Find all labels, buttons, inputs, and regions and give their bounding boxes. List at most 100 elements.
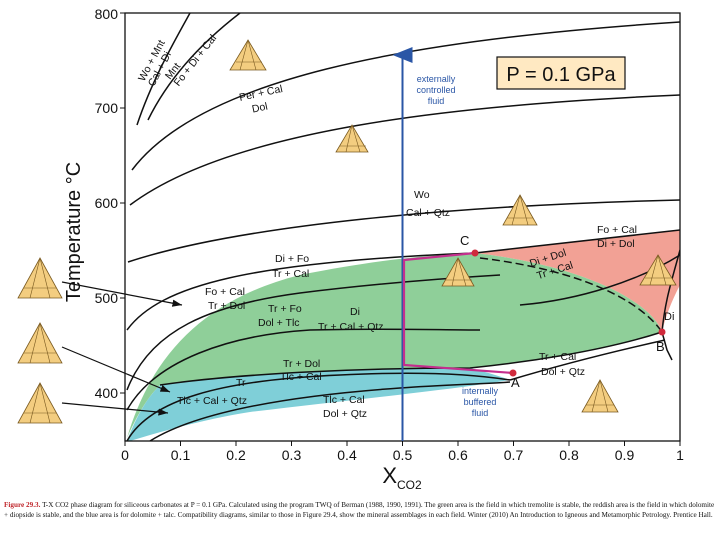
curve-mnt (147, 13, 241, 121)
svg-text:Fo + Cal: Fo + Cal (597, 224, 637, 236)
point-a-label: A (511, 375, 520, 390)
x-tick-0.6: 0.6 (448, 447, 468, 463)
label-tr-tlc: Tr Tlc + Cal + Qtz (177, 377, 247, 407)
triangle-icon-2 (335, 124, 369, 153)
curve-tr-tlc-cal (149, 381, 511, 441)
external-fluid-label-1: externally (417, 74, 456, 84)
label-per-cal: Per + Cal Dol (238, 83, 284, 116)
red-field (475, 230, 680, 332)
svg-text:Tr + Cal: Tr + Cal (272, 268, 309, 280)
label-tr-fo: Tr + Fo Dol + Tlc (258, 303, 302, 329)
svg-text:Tr + Cal: Tr + Cal (539, 351, 576, 363)
svg-text:Di: Di (350, 306, 360, 318)
svg-text:Tr + Dol: Tr + Dol (283, 358, 320, 370)
label-tr-dol: Tr + Dol Tlc + Cal (280, 358, 322, 383)
x-tick-0.3: 0.3 (282, 447, 302, 463)
external-fluid-label-2: controlled (416, 85, 455, 95)
point-b-marker (658, 328, 666, 336)
svg-text:Tr + Dol: Tr + Dol (208, 300, 245, 312)
x-tick-0.7: 0.7 (504, 447, 524, 463)
label-tlc-cal: Tlc + Cal Dol + Qtz (323, 394, 367, 420)
leader-arrow-3 (61, 402, 169, 416)
point-c-marker (471, 249, 479, 257)
x-tick-0.9: 0.9 (615, 447, 635, 463)
point-b-label: B (656, 339, 665, 354)
svg-text:Di + Fo: Di + Fo (275, 253, 309, 265)
triangle-icon-left-3 (17, 382, 63, 424)
svg-text:Cal + Qtz: Cal + Qtz (406, 207, 450, 219)
label-di-tr: Di Tr + Cal + Qtz (318, 306, 384, 333)
svg-text:Fo + Di + Cal: Fo + Di + Cal (172, 32, 220, 88)
caption-text: T-X CO2 phase diagram for siliceous carb… (4, 501, 715, 519)
phase-diagram: 400 500 600 700 800 0 0.1 0.2 0.3 0.4 0.… (17, 6, 684, 492)
triangle-icon-left-1 (17, 257, 63, 299)
curve-high (129, 94, 680, 206)
x-tick-0.1: 0.1 (171, 447, 191, 463)
triangle-icon-5 (639, 254, 677, 286)
curve-di-tr (159, 331, 663, 386)
svg-text:Tlc + Cal: Tlc + Cal (280, 371, 322, 383)
leader-arrow-2 (61, 346, 171, 393)
internal-buffered-path (402, 251, 514, 375)
curve-per-cal (131, 21, 680, 171)
x-tick-1: 1 (676, 447, 684, 463)
label-di-fo: Di + Fo Tr + Cal (272, 253, 309, 280)
curve-right-b (661, 249, 680, 333)
internal-fluid-label-1: internally (462, 386, 499, 396)
y-tick-400: 400 (95, 385, 119, 401)
triangle-icon-1 (229, 39, 267, 71)
svg-text:Dol + Qtz: Dol + Qtz (541, 366, 585, 378)
y-tick-800: 800 (95, 6, 119, 22)
external-fluid-label-3: fluid (428, 96, 445, 106)
curve-right (519, 254, 680, 306)
x-tick-0: 0 (121, 447, 129, 463)
figure-caption: Figure 29.3. T-X CO2 phase diagram for s… (4, 500, 716, 538)
triangle-icon-3 (502, 194, 538, 226)
svg-text:Fo + Cal: Fo + Cal (205, 286, 245, 298)
curve-b (661, 331, 673, 361)
blue-field (127, 368, 510, 441)
x-tick-0.8: 0.8 (559, 447, 579, 463)
triangle-icon-left-2 (17, 322, 63, 364)
label-fo-cal-right: Fo + Cal Di + Dol (597, 224, 637, 250)
svg-text:Tr + Fo: Tr + Fo (268, 303, 302, 315)
x-axis-title: XCO2 (382, 463, 422, 492)
svg-text:Wo: Wo (414, 189, 430, 201)
label-fo-cal-left: Fo + Cal Tr + Dol (205, 286, 245, 312)
svg-text:Dol: Dol (251, 101, 269, 116)
x-tick-0.5: 0.5 (393, 447, 413, 463)
pressure-box (496, 56, 626, 90)
curve-fo-cal-r (474, 229, 680, 254)
svg-text:Tr + Cal + Qtz: Tr + Cal + Qtz (318, 321, 384, 333)
curve-wo-cal (127, 199, 680, 263)
pressure-label: P = 0.1 GPa (506, 64, 616, 86)
svg-text:Dol + Qtz: Dol + Qtz (323, 408, 367, 420)
point-c-label: C (460, 233, 469, 248)
y-tick-600: 600 (95, 195, 119, 211)
y-axis-title: Temperature °C (63, 162, 85, 302)
y-tick-500: 500 (95, 290, 119, 306)
svg-text:Dol + Tlc: Dol + Tlc (258, 317, 300, 329)
internal-fluid-label-3: fluid (472, 408, 489, 418)
caption-figure-number: Figure 29.3. (4, 501, 41, 509)
x-tick-0.2: 0.2 (226, 447, 246, 463)
triangle-icon-4 (441, 257, 475, 287)
leader-arrow-1 (61, 281, 183, 307)
y-tick-700: 700 (95, 100, 119, 116)
label-tr-cal: Tr + Cal Dol + Qtz (539, 351, 585, 378)
point-a-marker (509, 369, 517, 377)
triangle-icon-6 (581, 379, 619, 413)
curve-di-fo (126, 252, 476, 331)
svg-text:Tr: Tr (236, 377, 246, 389)
svg-text:Tlc + Cal + Qtz: Tlc + Cal + Qtz (177, 395, 247, 407)
internal-fluid-label-2: buffered (464, 397, 497, 407)
label-wo-cal: Wo Cal + Qtz (406, 189, 450, 219)
svg-text:Tlc + Cal: Tlc + Cal (323, 394, 365, 406)
point-di-label: Di (664, 311, 674, 323)
curve-di-boundary (479, 257, 663, 333)
curve-tr-cal-dol (509, 339, 666, 381)
curve-tr-fo (126, 328, 481, 411)
svg-text:Di + Dol: Di + Dol (597, 238, 635, 250)
x-tick-0.4: 0.4 (337, 447, 357, 463)
curve-wo-mnt (136, 13, 191, 126)
